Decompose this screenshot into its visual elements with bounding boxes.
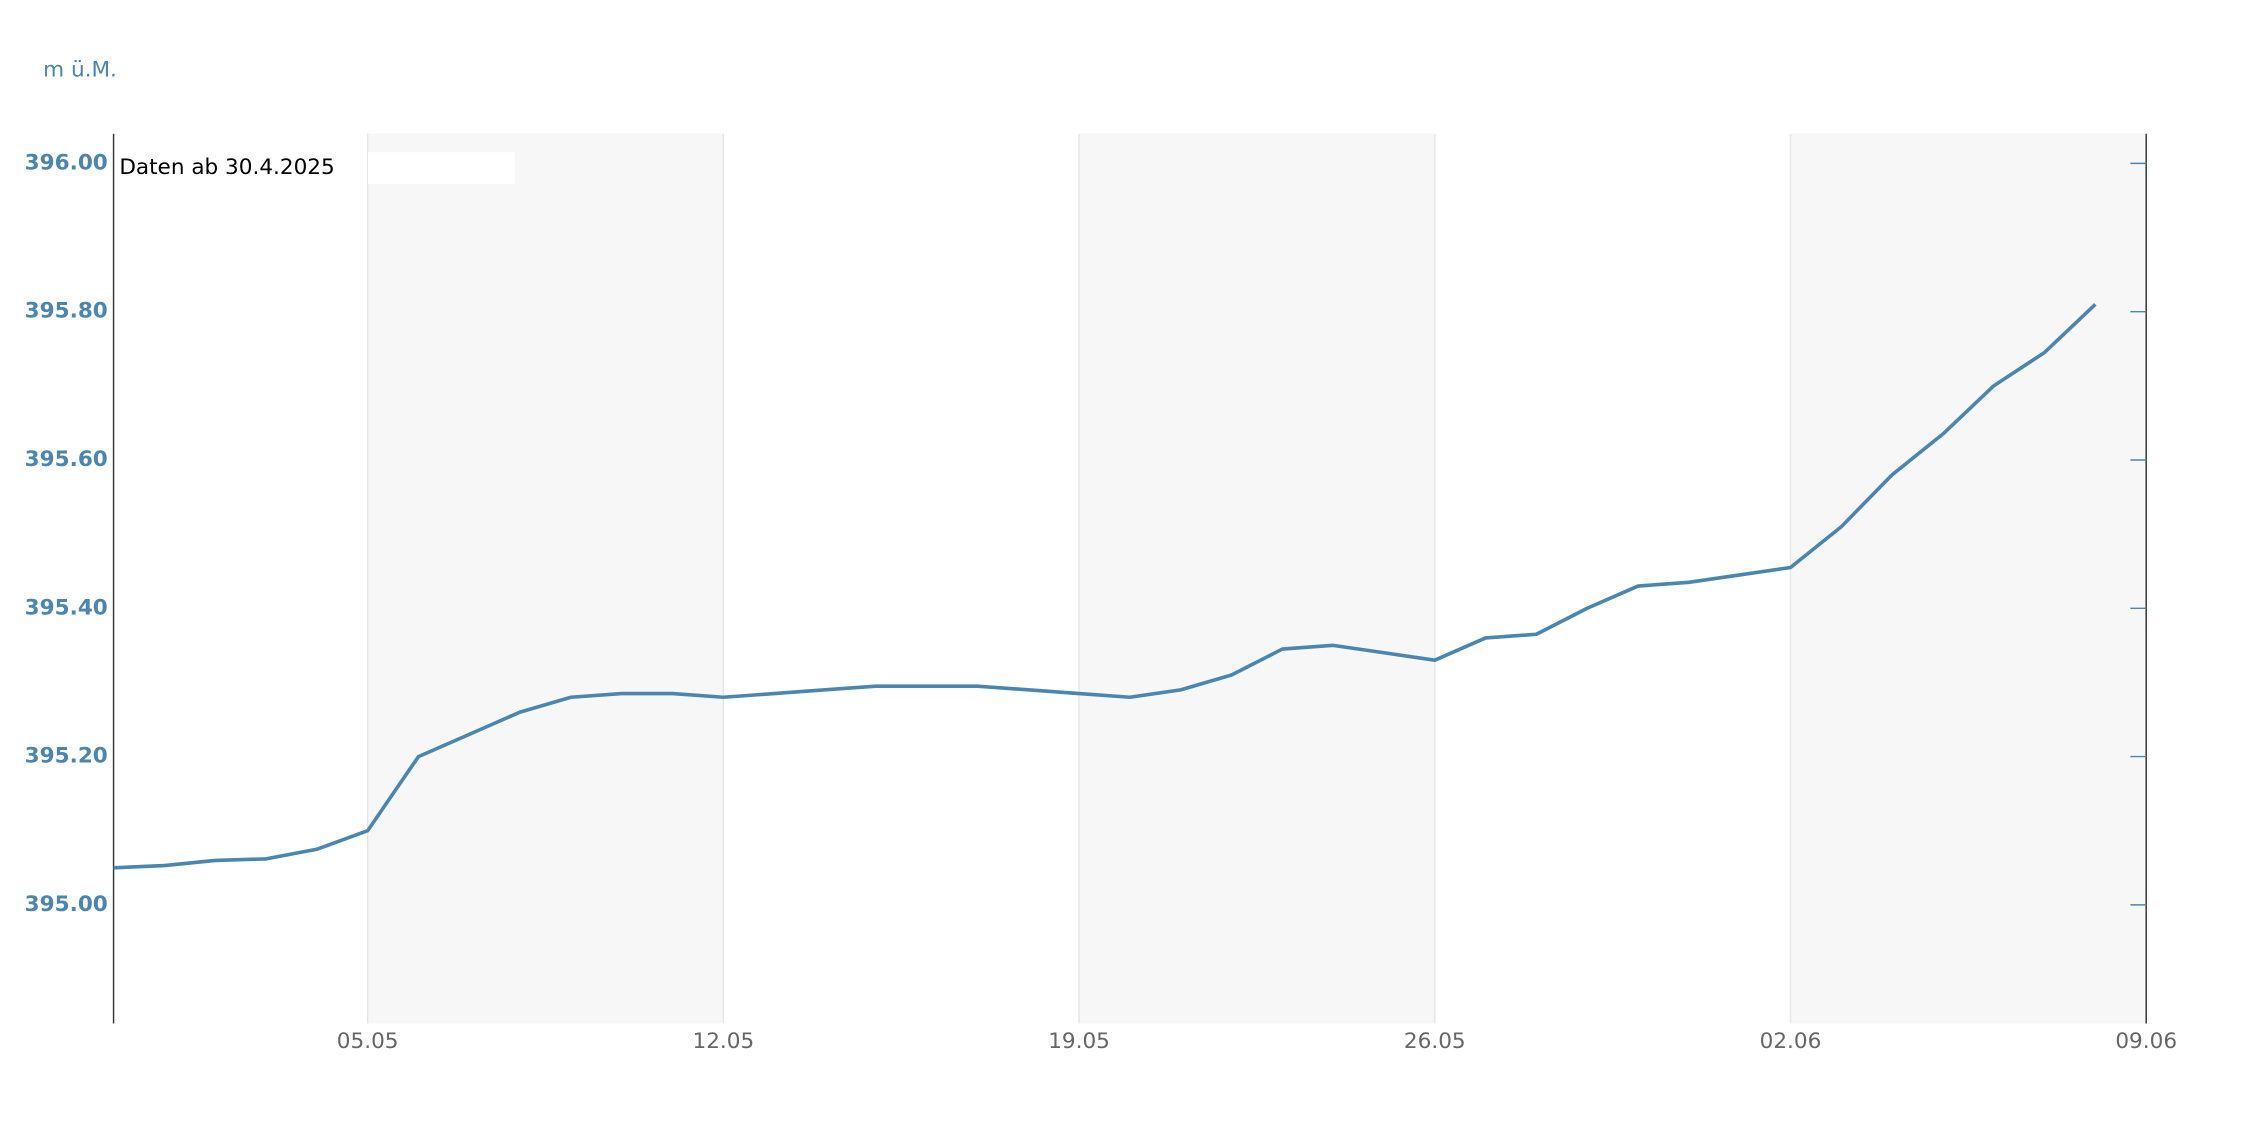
annotation-box <box>368 152 515 185</box>
y-tick-label: 395.20 <box>25 744 108 769</box>
x-tick-label: 19.05 <box>1048 1029 1110 1054</box>
y-unit: m ü.M. <box>43 57 117 82</box>
y-tick-label: 395.00 <box>25 892 108 917</box>
week-band <box>1079 133 1435 1024</box>
annotation: Daten ab 30.4.2025 <box>119 155 334 180</box>
week-band <box>1790 133 2147 1024</box>
x-tick-label: 26.05 <box>1404 1029 1466 1054</box>
level-line <box>113 302 2097 870</box>
x-tick-label: 09.06 <box>2115 1029 2177 1054</box>
week-band <box>367 133 724 1024</box>
x-tick-label: 12.05 <box>693 1029 755 1054</box>
y-tick-label: 396.00 <box>25 150 108 175</box>
y-tick-label: 395.60 <box>25 447 108 472</box>
x-tick-label: 02.06 <box>1760 1029 1822 1054</box>
y-tick-label: 395.40 <box>25 595 108 620</box>
x-tick-label: 05.05 <box>337 1029 399 1054</box>
y-tick-label: 395.80 <box>25 299 108 324</box>
